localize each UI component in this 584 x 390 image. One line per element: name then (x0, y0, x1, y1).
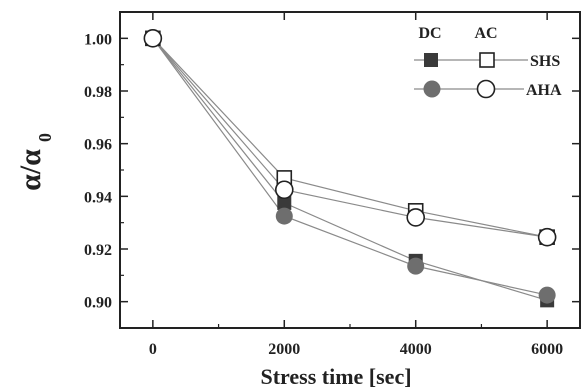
data-point-ac-aha (537, 227, 557, 247)
y-tick-label: 0.92 (84, 242, 112, 259)
legend-label-shs: SHS (530, 53, 560, 70)
data-point-dc-aha (538, 286, 556, 304)
legend-marker-dc-aha (423, 80, 441, 98)
series-layer (143, 29, 557, 308)
y-axis: 0.90 0.92 0.94 0.96 0.98 1.00 (84, 31, 580, 312)
y-tick-label: 1.00 (84, 31, 112, 48)
y-axis-title-main: α/α (14, 149, 47, 191)
data-point-dc-aha (407, 257, 425, 275)
legend: DC AC SHS AHA (414, 25, 562, 99)
series-line-dc-shs (152, 37, 548, 301)
x-axis: 0 2000 4000 6000 (149, 12, 563, 358)
y-tick-label: 0.96 (84, 137, 112, 154)
x-tick-label: 4000 (400, 341, 432, 358)
legend-header-ac: AC (474, 25, 497, 42)
legend-header-dc: DC (418, 25, 441, 42)
x-tick-label: 2000 (268, 341, 300, 358)
y-tick-label: 0.94 (84, 189, 112, 206)
series-line-ac-shs (152, 37, 548, 238)
y-tick-label: 0.90 (84, 295, 112, 312)
series-line-ac-aha (152, 37, 548, 238)
legend-marker-ac-aha (476, 79, 496, 99)
legend-marker-dc-shs (424, 53, 438, 67)
data-point-ac-aha (406, 208, 426, 227)
data-point-ac-aha (274, 180, 294, 200)
data-point-dc-shs (277, 195, 292, 210)
y-axis-title: α/α 0 (14, 133, 55, 191)
x-tick-label: 6000 (531, 341, 563, 358)
y-tick-label: 0.98 (84, 84, 112, 101)
legend-label-aha: AHA (526, 82, 562, 99)
x-tick-label: 0 (149, 341, 157, 358)
series-line-dc-aha (152, 37, 548, 296)
x-axis-title: Stress time [sec] (260, 364, 411, 389)
data-point-dc-aha (275, 207, 293, 225)
y-axis-title-subscript: 0 (35, 133, 55, 142)
legend-marker-ac-shs (479, 52, 495, 68)
data-point-ac-aha (143, 29, 163, 48)
